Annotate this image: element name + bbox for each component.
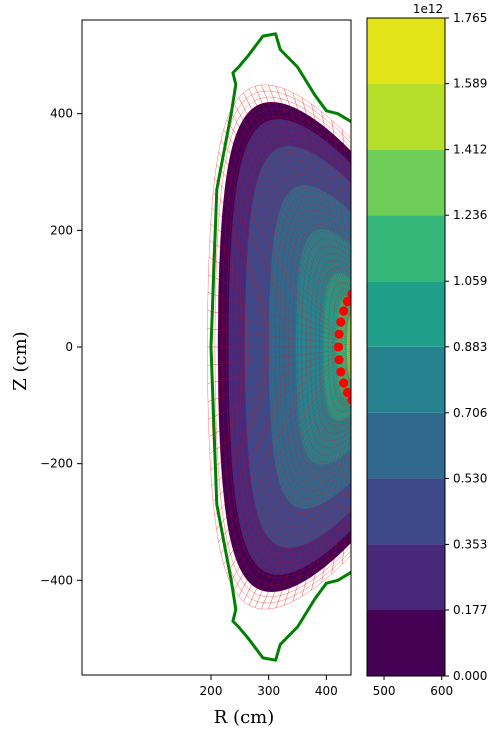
ring-marker [347,395,351,405]
mesh-radial-line [363,152,364,183]
colorbar-tick-label: 0.000 [453,669,487,683]
mesh-radial-line [297,109,351,291]
mesh-radial-line [315,419,351,575]
ring-marker [336,317,346,327]
y-tick-label: 0 [65,340,73,354]
colorbar-segment [367,215,445,282]
colorbar-tick-label: 1.236 [453,208,487,222]
x-tick-label: 400 [315,684,338,698]
y-tick-label: 200 [50,223,73,237]
colorbar-tick-label: 0.530 [453,471,487,485]
plot-area [207,32,368,662]
colorbar-segment [367,610,445,676]
y-axis: −400 −200 0 200 400 [40,107,82,587]
ring-marker [358,281,367,290]
mesh-flux-line [207,84,351,610]
ring-marker [334,329,344,339]
mesh-radial-line [324,126,351,263]
mesh-radial-line [306,410,351,581]
colorbar-tick-label: 1.412 [453,143,487,157]
colorbar-tick-label: 1.765 [453,11,487,25]
mesh-radial-line [306,113,351,284]
mesh-radial-line [297,403,351,585]
mesh-radial-line [343,487,351,551]
x-axis-label: R (cm) [214,707,274,728]
ring-marker [333,342,344,352]
mesh-radial-line [289,105,351,296]
mesh-radial-line [324,431,351,568]
ring-marker [347,289,351,299]
colorbar-segment [367,281,445,347]
x-tick-label: 500 [373,684,396,698]
colorbar-multiplier-label: 1e12 [413,2,443,16]
colorbar-segment [367,544,445,611]
mesh-radial-line [363,511,364,542]
colorbar-tick-label: 0.177 [453,603,487,617]
mesh-radial-line [354,351,368,540]
ring-marker [336,367,346,377]
ring-marker [342,296,351,307]
colorbar-axis: 0.000 0.177 0.353 0.530 0.706 0.883 1.059 1.236… [445,11,487,683]
mesh-flux-line [217,101,351,593]
x-axis: 200 300 400 500 600 [200,675,453,698]
mesh-radial-line [281,103,351,300]
ring-marker [339,378,349,388]
mesh-radial-line [343,143,351,207]
ring-marker [342,387,351,398]
mesh-radial-line [226,176,351,327]
wall-outline [209,32,351,662]
mesh-radial-line [220,358,351,447]
colorbar-segment [367,478,445,545]
colorbar-segment [367,412,445,479]
ring-marker [353,401,362,410]
colorbar-segment [367,18,445,84]
mesh-flux-line [214,96,351,598]
ring-marker [358,403,367,412]
ring-markers [333,281,367,412]
colorbar-segment [367,346,445,413]
colorbar-segment [367,149,445,216]
mesh-radial-line [226,367,351,518]
y-axis-label: Z (cm) [10,331,31,390]
ring-marker [334,355,344,365]
ring-marker [353,284,362,293]
colorbar-tick-label: 1.059 [453,274,487,288]
ring-marker [339,306,349,316]
mesh-radial-line [354,154,368,343]
x-tick-label: 200 [200,684,223,698]
colorbar-tick-label: 0.706 [453,406,487,420]
colorbar [367,18,445,676]
colorbar-segment [367,83,445,150]
mesh-radial-line [218,312,351,344]
y-tick-label: −400 [40,573,73,587]
mesh-radial-line [353,521,355,554]
x-tick-label: 600 [430,684,453,698]
mesh-radial-line [289,398,351,589]
mesh-radial-line [315,119,351,275]
mesh-radial-line [353,140,355,173]
colorbar-tick-label: 1.589 [453,77,487,91]
mesh-radial-line [281,394,351,591]
mesh-radial-line [220,247,351,336]
mesh-radial-line [218,350,351,382]
x-tick-label: 300 [257,684,280,698]
y-tick-label: −200 [40,457,73,471]
y-tick-label: 400 [50,107,73,121]
colorbar-tick-label: 0.883 [453,340,487,354]
colorbar-tick-label: 0.353 [453,537,487,551]
